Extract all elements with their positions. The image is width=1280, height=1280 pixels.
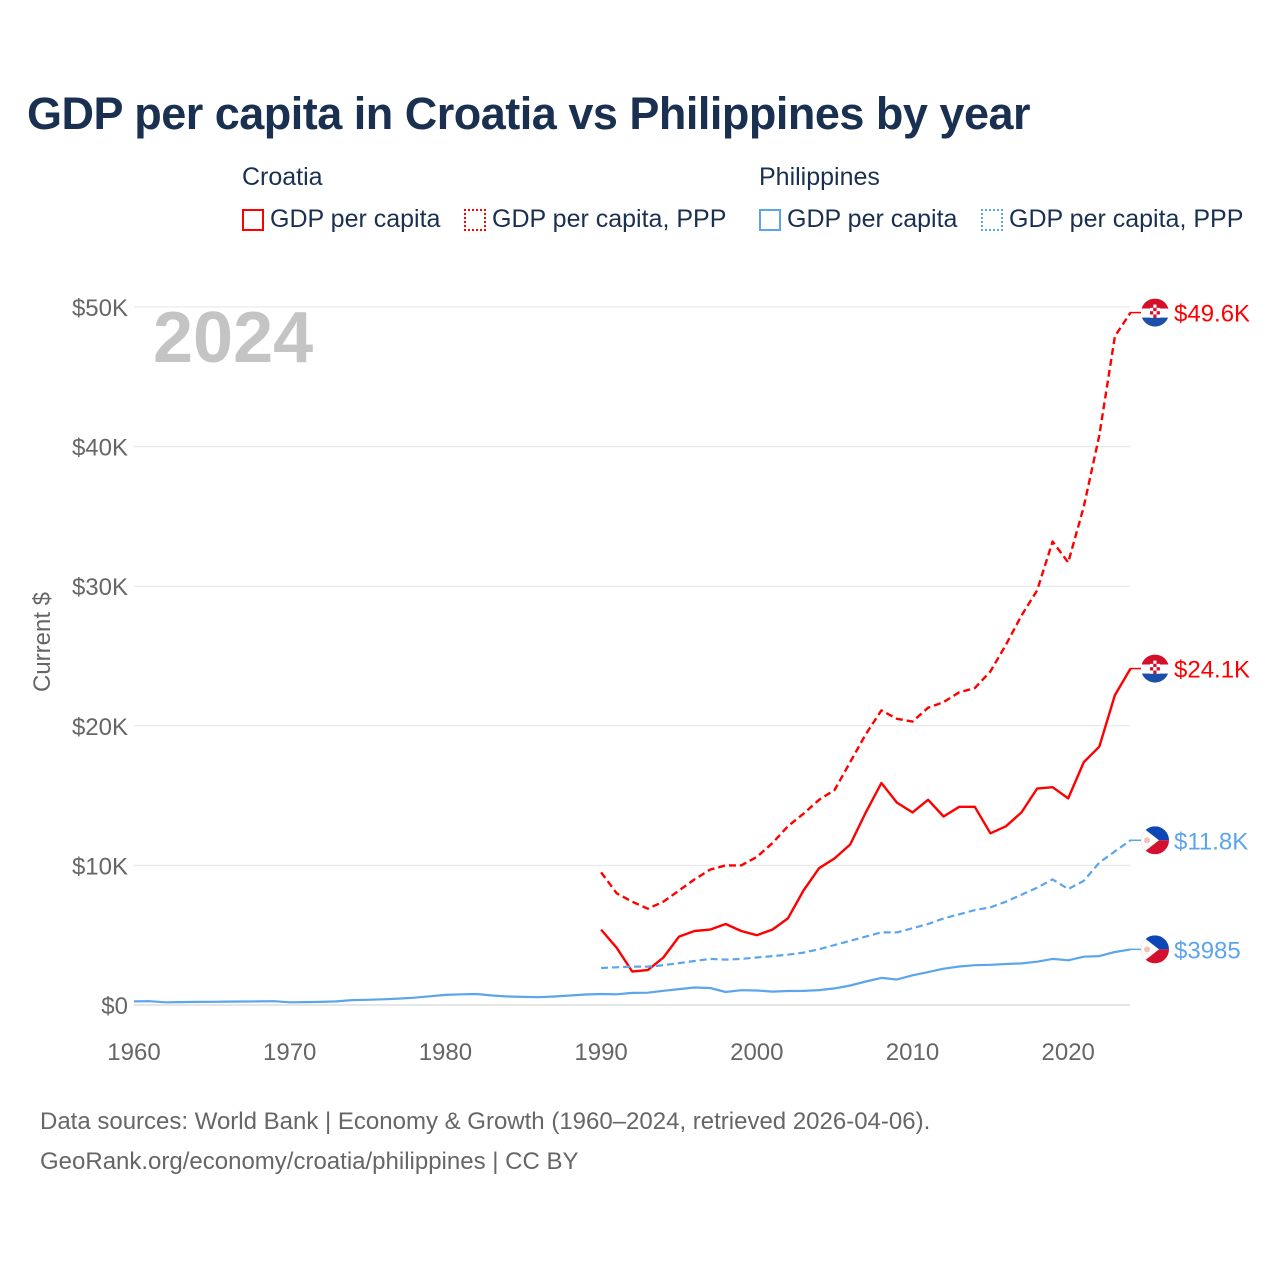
y-tick-label: $30K — [72, 574, 128, 601]
x-tick-label: 2020 — [1042, 1039, 1095, 1066]
legend-label: GDP per capita, PPP — [1009, 205, 1244, 233]
croatia-flag-icon — [1141, 654, 1169, 683]
footer-link[interactable]: GeoRank.org/economy/croatia/philippines … — [40, 1148, 579, 1175]
y-tick-label: $0 — [101, 993, 128, 1020]
series-line-philippines-gdp-per-capita — [133, 948, 1131, 1004]
footer-sources: Data sources: World Bank | Economy & Gro… — [40, 1108, 931, 1135]
chart-title: GDP per capita in Croatia vs Philippines… — [27, 88, 1031, 139]
legend-croatia-ppp[interactable]: GDP per capita, PPP — [464, 205, 726, 234]
legend-label: GDP per capita — [270, 205, 441, 233]
legend-croatia-gdp[interactable]: GDP per capita — [242, 205, 440, 234]
series-line-croatia-gdp-per-capita-ppp — [600, 311, 1132, 910]
end-value-label: $24.1K — [1174, 657, 1250, 684]
current-year-watermark: 2024 — [153, 298, 313, 378]
line-chart: $0 $10K $20K $30K $40K $50K 1960 1970 1980 1990 20… — [29, 295, 1250, 1066]
end-value-label: $3985 — [1174, 937, 1241, 964]
legend-group-croatia: Croatia — [242, 163, 323, 191]
x-tick-label: 1980 — [419, 1039, 472, 1066]
x-tick-label: 1990 — [574, 1039, 627, 1066]
series-line-philippines-gdp-per-capita-ppp — [601, 839, 1132, 970]
legend-swatch-dotted-red — [464, 208, 486, 231]
croatia-flag-icon — [1141, 298, 1169, 327]
end-value-label: $49.6K — [1174, 301, 1250, 328]
legend-philippines-ppp[interactable]: GDP per capita, PPP — [981, 205, 1243, 234]
philippines-flag-icon — [1141, 826, 1169, 855]
series-line-croatia-gdp-per-capita — [600, 667, 1132, 973]
y-axis-label: Current $ — [29, 592, 56, 692]
end-value-label: $11.8K — [1174, 828, 1248, 855]
legend-philippines-gdp[interactable]: GDP per capita — [759, 205, 957, 234]
legend-swatch-dotted-blue — [981, 208, 1003, 231]
legend-swatch-solid-blue — [759, 208, 781, 231]
legend-group-philippines: Philippines — [759, 163, 880, 191]
x-tick-label: 2010 — [886, 1039, 939, 1066]
y-tick-label: $50K — [72, 295, 128, 322]
x-tick-label: 1970 — [263, 1039, 316, 1066]
x-tick-label: 1960 — [107, 1039, 160, 1066]
legend-label: GDP per capita, PPP — [492, 205, 727, 233]
legend-label: GDP per capita — [787, 205, 958, 233]
philippines-flag-icon — [1141, 935, 1169, 964]
y-tick-label: $40K — [72, 435, 128, 462]
y-tick-label: $20K — [72, 714, 128, 741]
legend-swatch-solid-red — [242, 208, 264, 231]
x-tick-label: 2000 — [730, 1039, 783, 1066]
y-tick-label: $10K — [72, 853, 128, 880]
